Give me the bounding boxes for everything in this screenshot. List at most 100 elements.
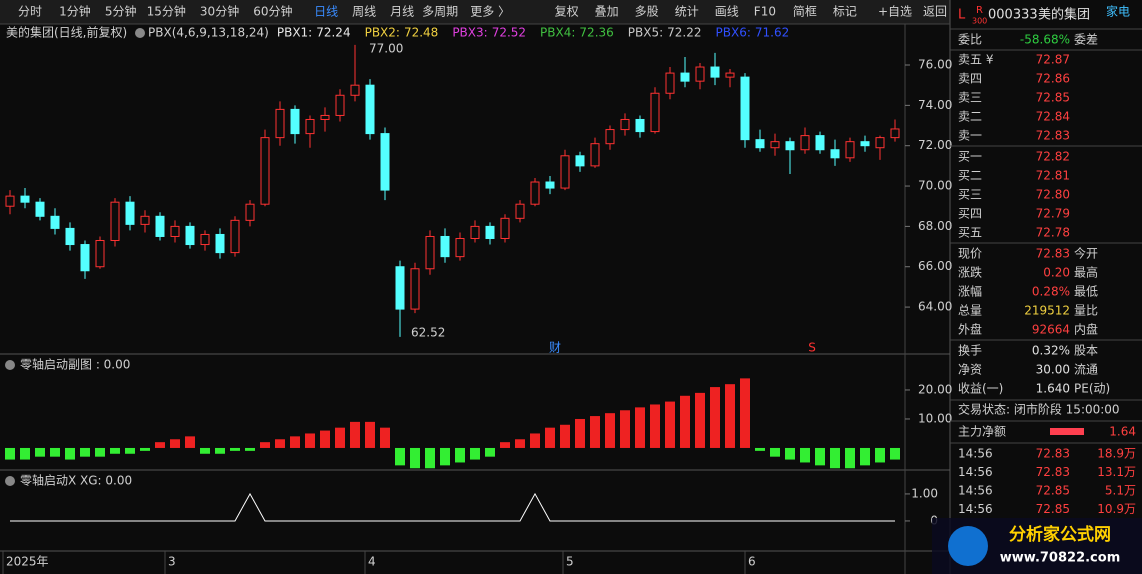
candle-body: [515, 203, 525, 219]
histogram-bar: [635, 407, 645, 448]
toolbar-button[interactable]: +自选: [878, 5, 912, 19]
toolbar-button[interactable]: 复权: [555, 5, 579, 19]
y-tick-label: 1.00: [911, 486, 938, 500]
candle-body: [320, 114, 330, 120]
toolbar-tab[interactable]: 多周期: [422, 5, 458, 19]
quote-flag: 300: [972, 17, 987, 26]
histogram-bar: [215, 447, 225, 454]
candle-body: [20, 195, 30, 203]
histogram-bar: [695, 392, 705, 448]
histogram-bar: [125, 447, 135, 454]
book-price: 72.84: [1036, 110, 1070, 124]
stock-name: 美的集团: [1038, 7, 1090, 23]
candle-body: [350, 84, 360, 96]
candle-body: [290, 108, 300, 135]
toolbar-tab[interactable]: 15分钟: [147, 4, 186, 19]
candle-body: [770, 141, 780, 149]
histogram-bar: [500, 442, 510, 448]
candle-body: [875, 137, 885, 149]
row-value: -58.68%: [1020, 33, 1070, 47]
panel-icon: [5, 360, 15, 370]
event-marker[interactable]: S: [808, 341, 816, 355]
toolbar-tab[interactable]: 日线: [314, 5, 338, 19]
book-label: 卖四: [958, 72, 982, 86]
y-tick-label: 70.00: [918, 179, 952, 193]
candle-body: [425, 235, 435, 270]
toolbar-button[interactable]: 返回: [923, 5, 947, 19]
trade-price: 72.85: [1036, 484, 1070, 498]
toolbar-tab[interactable]: 更多 〉: [470, 5, 510, 19]
toolbar-tab[interactable]: 分时: [18, 5, 42, 19]
indicator-name: PBX(4,6,9,13,18,24): [148, 26, 269, 40]
histogram-bar: [290, 436, 300, 448]
toolbar-tab[interactable]: 周线: [352, 5, 376, 19]
candle-body: [95, 240, 105, 268]
panel-title: 零轴启动副图 : 0.00: [20, 357, 130, 372]
book-price: 72.79: [1036, 207, 1070, 221]
legend-name: PBX1:: [277, 26, 312, 40]
sector-tag[interactable]: 家电: [1106, 4, 1130, 19]
trade-volume: 13.1万: [1097, 465, 1136, 479]
candle-body: [545, 181, 555, 189]
x-tick-label: 5: [566, 555, 574, 569]
toolbar-tab[interactable]: 60分钟: [253, 4, 292, 19]
book-price: 72.78: [1036, 226, 1070, 240]
candle-body: [845, 141, 855, 159]
stat-label2: 流通: [1074, 363, 1098, 377]
trade-price: 72.85: [1036, 502, 1070, 516]
chart-title: 美的集团(日线,前复权): [6, 25, 127, 40]
toolbar-button[interactable]: 多股: [635, 5, 659, 19]
toolbar-button[interactable]: 画线: [715, 5, 739, 19]
candle-body: [440, 235, 450, 258]
toolbar-button[interactable]: 简框: [793, 5, 817, 19]
toolbar-button[interactable]: F10: [754, 5, 776, 19]
book-price: 72.81: [1036, 169, 1070, 183]
histogram-bar: [275, 439, 285, 448]
histogram-bar: [425, 447, 435, 469]
histogram-bar: [260, 442, 270, 448]
trade-volume: 18.9万: [1097, 447, 1136, 461]
candle-body: [590, 143, 600, 167]
histogram-bar: [35, 447, 45, 457]
toolbar-button[interactable]: 统计: [675, 5, 699, 19]
candle-body: [230, 219, 240, 254]
legend-value: 72.48: [404, 26, 438, 40]
toolbar-button[interactable]: 叠加: [595, 5, 619, 19]
legend-value: 72.36: [579, 26, 613, 40]
histogram-bar: [380, 427, 390, 448]
histogram-bar: [140, 447, 150, 451]
toolbar-tab[interactable]: 30分钟: [200, 4, 239, 19]
stat-label: 涨幅: [958, 284, 982, 299]
book-price: 72.85: [1036, 91, 1070, 105]
candle-body: [275, 108, 285, 139]
flow-label: 主力净额: [958, 425, 1006, 439]
histogram-bar: [620, 410, 630, 448]
stat-label: 现价: [958, 247, 982, 261]
stat-label: 换手: [958, 344, 982, 358]
stat-value: 30.00: [1036, 363, 1070, 377]
toolbar-tab[interactable]: 5分钟: [105, 4, 137, 19]
candle-body: [470, 225, 480, 239]
histogram-bar: [710, 387, 720, 448]
book-price: 72.80: [1036, 188, 1070, 202]
trade-time: 14:56: [958, 465, 993, 479]
histogram-bar: [590, 416, 600, 448]
event-marker[interactable]: 财: [549, 341, 561, 355]
stat-label: 外盘: [958, 322, 982, 337]
y-tick-label: 76.00: [918, 58, 952, 72]
histogram-bar: [725, 384, 735, 448]
stat-label: 净资: [958, 363, 982, 377]
histogram-bar: [755, 447, 765, 451]
candle-body: [335, 94, 345, 116]
candle-body: [860, 141, 870, 147]
toolbar-tab[interactable]: 1分钟: [59, 4, 91, 19]
toolbar-tab[interactable]: 月线: [390, 5, 414, 19]
candle-body: [710, 66, 720, 78]
book-label: 买一: [958, 150, 982, 164]
histogram-bar: [230, 447, 240, 451]
book-label: 卖一: [958, 129, 982, 143]
stat-label2: 最高: [1074, 265, 1098, 280]
histogram-bar: [680, 395, 690, 448]
toolbar-button[interactable]: 标记: [833, 5, 857, 19]
